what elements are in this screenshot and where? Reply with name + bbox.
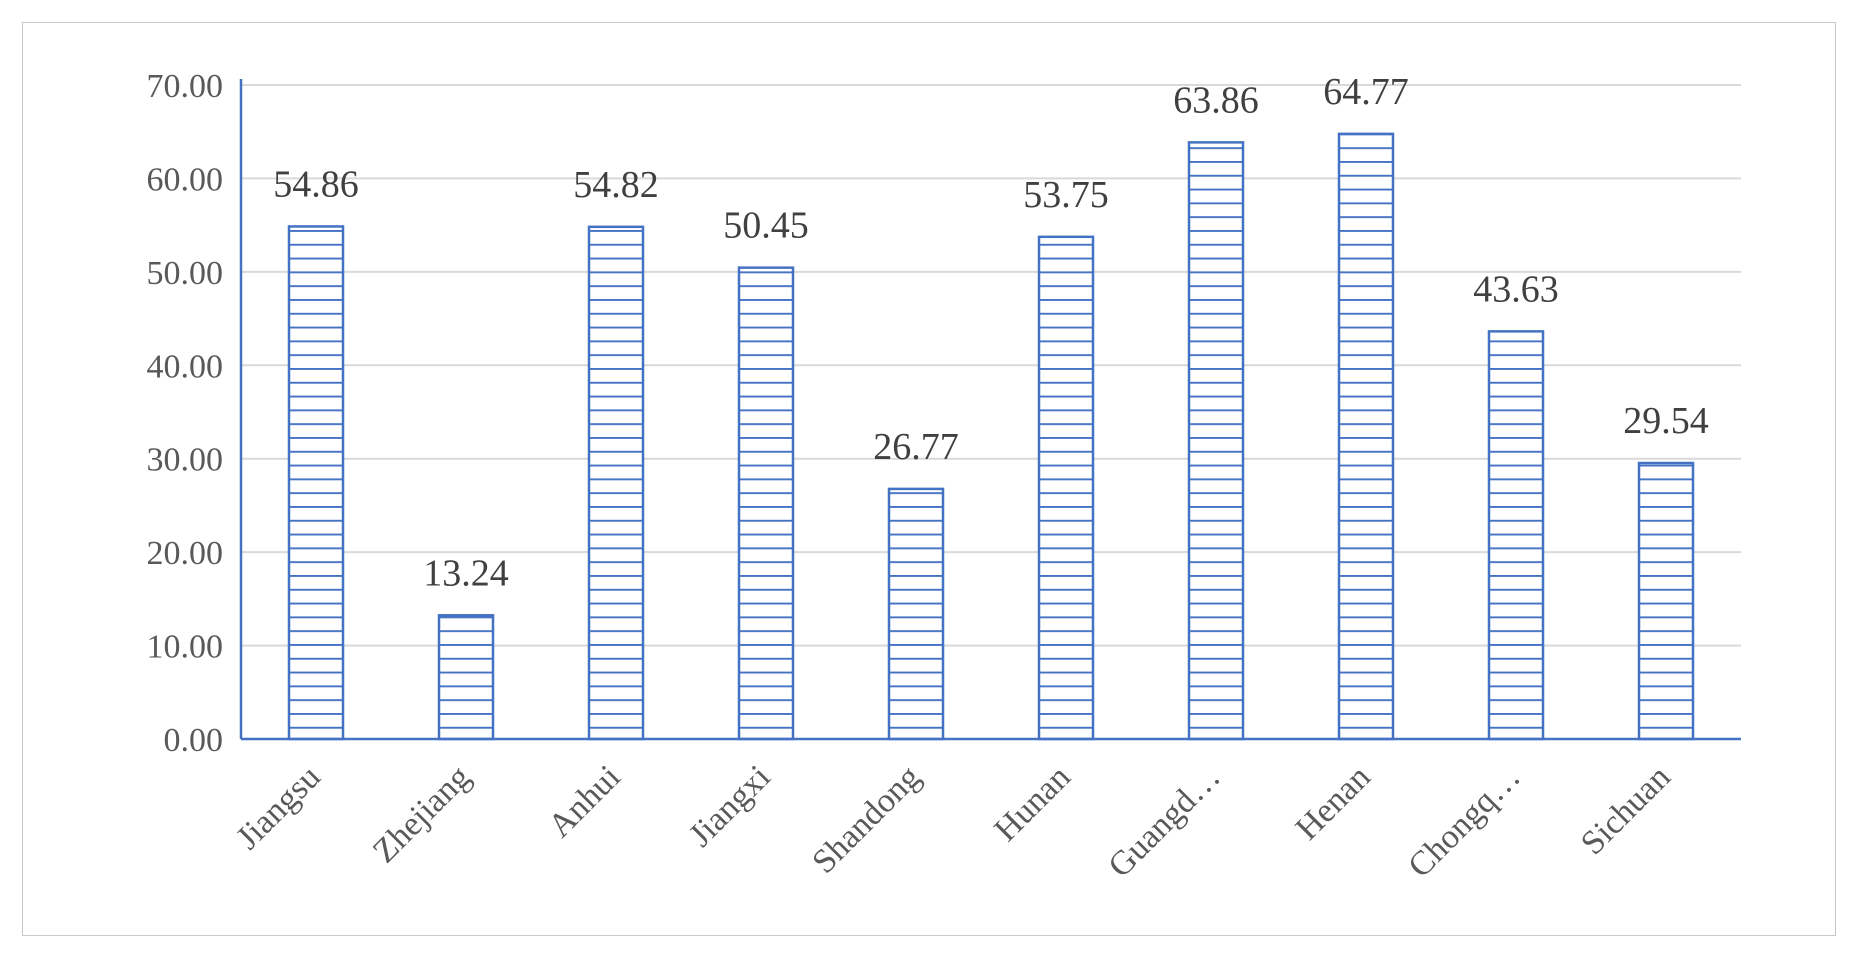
bar-sichuan (1637, 461, 1695, 741)
bar-jiangxi (737, 266, 795, 741)
data-label: 26.77 (873, 426, 959, 468)
y-tick-label: 40.00 (147, 348, 224, 385)
y-tick-label: 70.00 (147, 68, 224, 105)
gridlines (241, 84, 1741, 647)
data-label: 63.86 (1173, 79, 1259, 121)
y-tick-label: 0.00 (164, 722, 224, 759)
data-label: 64.77 (1323, 71, 1409, 113)
data-label: 13.24 (423, 552, 509, 594)
data-label: 29.54 (1623, 400, 1709, 442)
y-axis-ticks: 0.00 10.00 20.00 30.00 40.00 50.00 60.00 70.00 (147, 68, 224, 759)
data-label: 43.63 (1473, 268, 1559, 310)
y-tick-label: 60.00 (147, 161, 224, 198)
data-label: 53.75 (1023, 174, 1109, 216)
category-label: Chongq… (1401, 758, 1527, 884)
category-label: Jiangxi (682, 758, 778, 854)
bar-chart: 0.0010.0020.0030.0040.0050.0060.0070.00 … (147, 68, 1741, 885)
y-tick-label: 10.00 (147, 629, 224, 666)
category-label: Sichuan (1574, 758, 1678, 862)
category-label: Guangd… (1101, 758, 1227, 884)
y-tick-label: 30.00 (147, 442, 224, 479)
data-labels: 54.86 13.24 54.82 50.45 26.77 53.75 63.86 64.77… (273, 71, 1709, 594)
data-label: 54.86 (273, 163, 359, 205)
data-label: 50.45 (723, 205, 809, 247)
category-label: Henan (1289, 758, 1378, 847)
axes (239, 79, 1741, 741)
category-label: Shandong (805, 758, 927, 880)
data-label: 54.82 (573, 164, 659, 206)
bars (287, 132, 1695, 741)
bar-guangd (1187, 141, 1245, 741)
bar-zhejiang (437, 614, 495, 741)
y-tick-label: 20.00 (147, 535, 224, 572)
category-label: Jiangsu (229, 758, 327, 856)
category-label: Hunan (987, 758, 1077, 848)
bar-jiangsu (287, 225, 345, 741)
chart-frame: 0.00 10.00 20.00 30.00 40.00 50.00 60.00 70.00 … (22, 22, 1836, 936)
category-labels: Jiangsu Zhejiang Anhui Jiangxi Shandong Hunan… (229, 758, 1677, 884)
bar-henan (1337, 132, 1395, 741)
y-tick-label: 50.00 (147, 255, 224, 292)
bar-chongq (1487, 330, 1545, 741)
bar-hunan (1037, 235, 1095, 741)
bar-shandong (887, 487, 945, 741)
category-label: Anhui (541, 758, 627, 844)
bar-anhui (587, 225, 645, 741)
category-label: Zhejiang (366, 758, 478, 870)
